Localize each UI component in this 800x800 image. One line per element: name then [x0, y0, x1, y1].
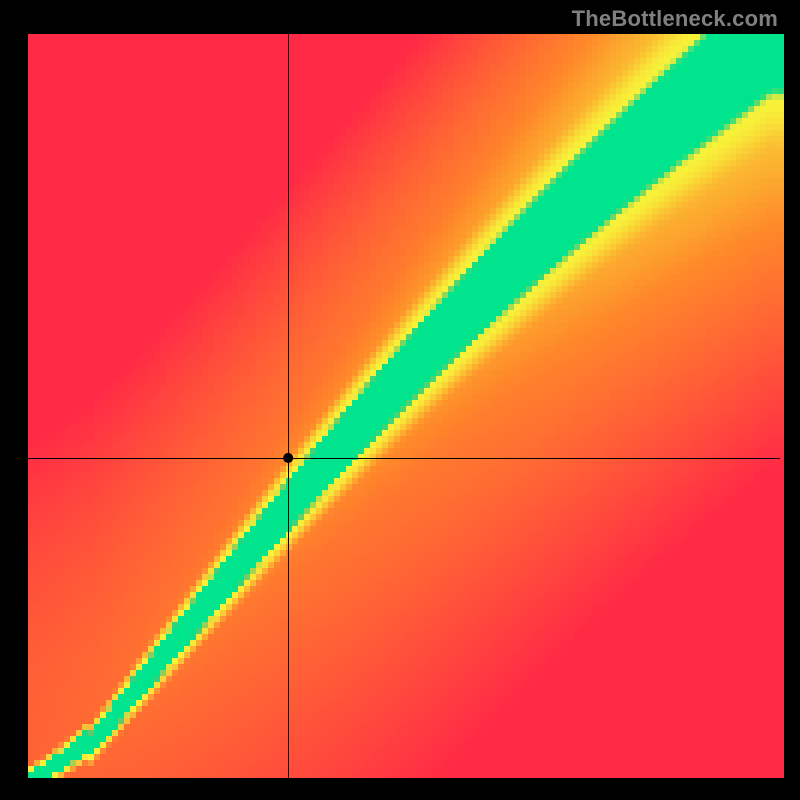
chart-root: TheBottleneck.com — [0, 0, 800, 800]
bottleneck-heatmap-canvas — [0, 0, 800, 800]
watermark-text: TheBottleneck.com — [572, 6, 778, 32]
